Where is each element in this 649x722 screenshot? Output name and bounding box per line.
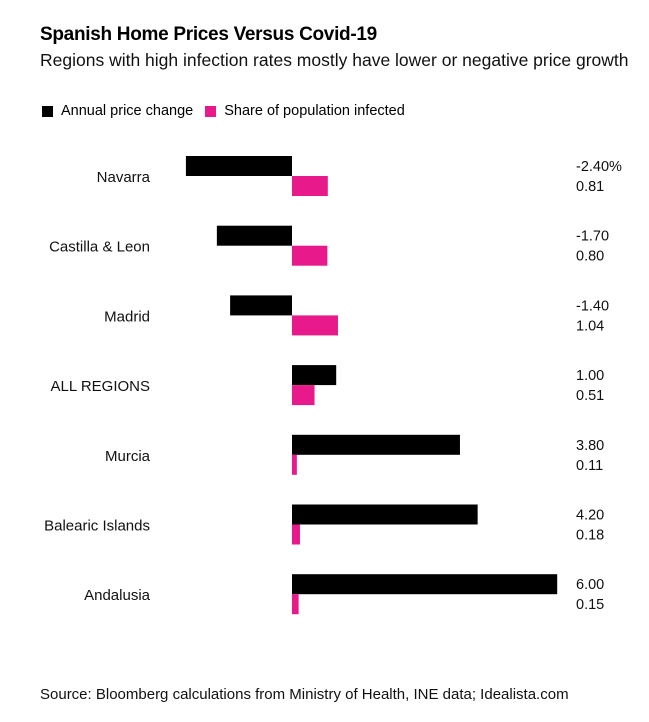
data-label-infected: 0.80 — [576, 249, 604, 265]
bar-price — [292, 574, 558, 595]
data-label-price: -1.40 — [576, 298, 609, 314]
bar-infected — [292, 524, 300, 545]
category-label: Balearic Islands — [44, 518, 150, 535]
data-label-price: 3.80 — [576, 438, 604, 454]
data-label-infected: 0.51 — [576, 388, 604, 404]
category-label: Murcia — [105, 448, 151, 465]
chart-subtitle: Regions with high infection rates mostly… — [40, 50, 629, 70]
data-label-price: 1.00 — [576, 368, 604, 384]
category-label: Madrid — [104, 308, 150, 325]
data-label-price: -1.70 — [576, 229, 609, 245]
bar-price — [230, 295, 292, 316]
legend: Annual price change Share of population … — [42, 103, 417, 119]
data-label-infected: 0.15 — [576, 597, 604, 613]
legend-swatch-price — [42, 105, 53, 117]
bar-price — [216, 225, 292, 246]
data-label-price: 4.20 — [576, 508, 604, 524]
bar-infected — [292, 315, 338, 336]
data-label-infected: 1.04 — [576, 318, 604, 334]
bar-infected — [292, 176, 328, 196]
source-note: Source: Bloomberg calculations from Mini… — [40, 686, 569, 703]
data-label-price: 6.00 — [576, 577, 604, 593]
data-label-price: -2.40% — [576, 159, 622, 175]
data-label-infected: 0.11 — [576, 458, 603, 474]
category-label: Andalusia — [84, 587, 151, 604]
category-label: Castilla & Leon — [49, 239, 150, 256]
legend-label-price: Annual price change — [61, 103, 194, 119]
data-label-infected: 0.81 — [576, 179, 604, 195]
legend-item-infected: Share of population infected — [205, 103, 405, 119]
bar-infected — [292, 594, 299, 615]
bar-price — [292, 434, 460, 455]
legend-item-price: Annual price change — [42, 103, 193, 119]
bar-price — [185, 156, 292, 176]
data-label-infected: 0.18 — [576, 528, 604, 544]
bar-price — [292, 504, 478, 525]
category-label: Navarra — [97, 169, 151, 186]
legend-label-infected: Share of population infected — [224, 103, 405, 119]
chart-title: Spanish Home Prices Versus Covid-19 — [40, 24, 377, 45]
legend-swatch-infected — [205, 105, 217, 117]
category-label: ALL REGIONS — [51, 378, 150, 395]
bar-infected — [292, 245, 328, 266]
bar-price — [292, 365, 337, 386]
bar-infected — [292, 385, 315, 406]
bar-infected — [292, 454, 297, 475]
